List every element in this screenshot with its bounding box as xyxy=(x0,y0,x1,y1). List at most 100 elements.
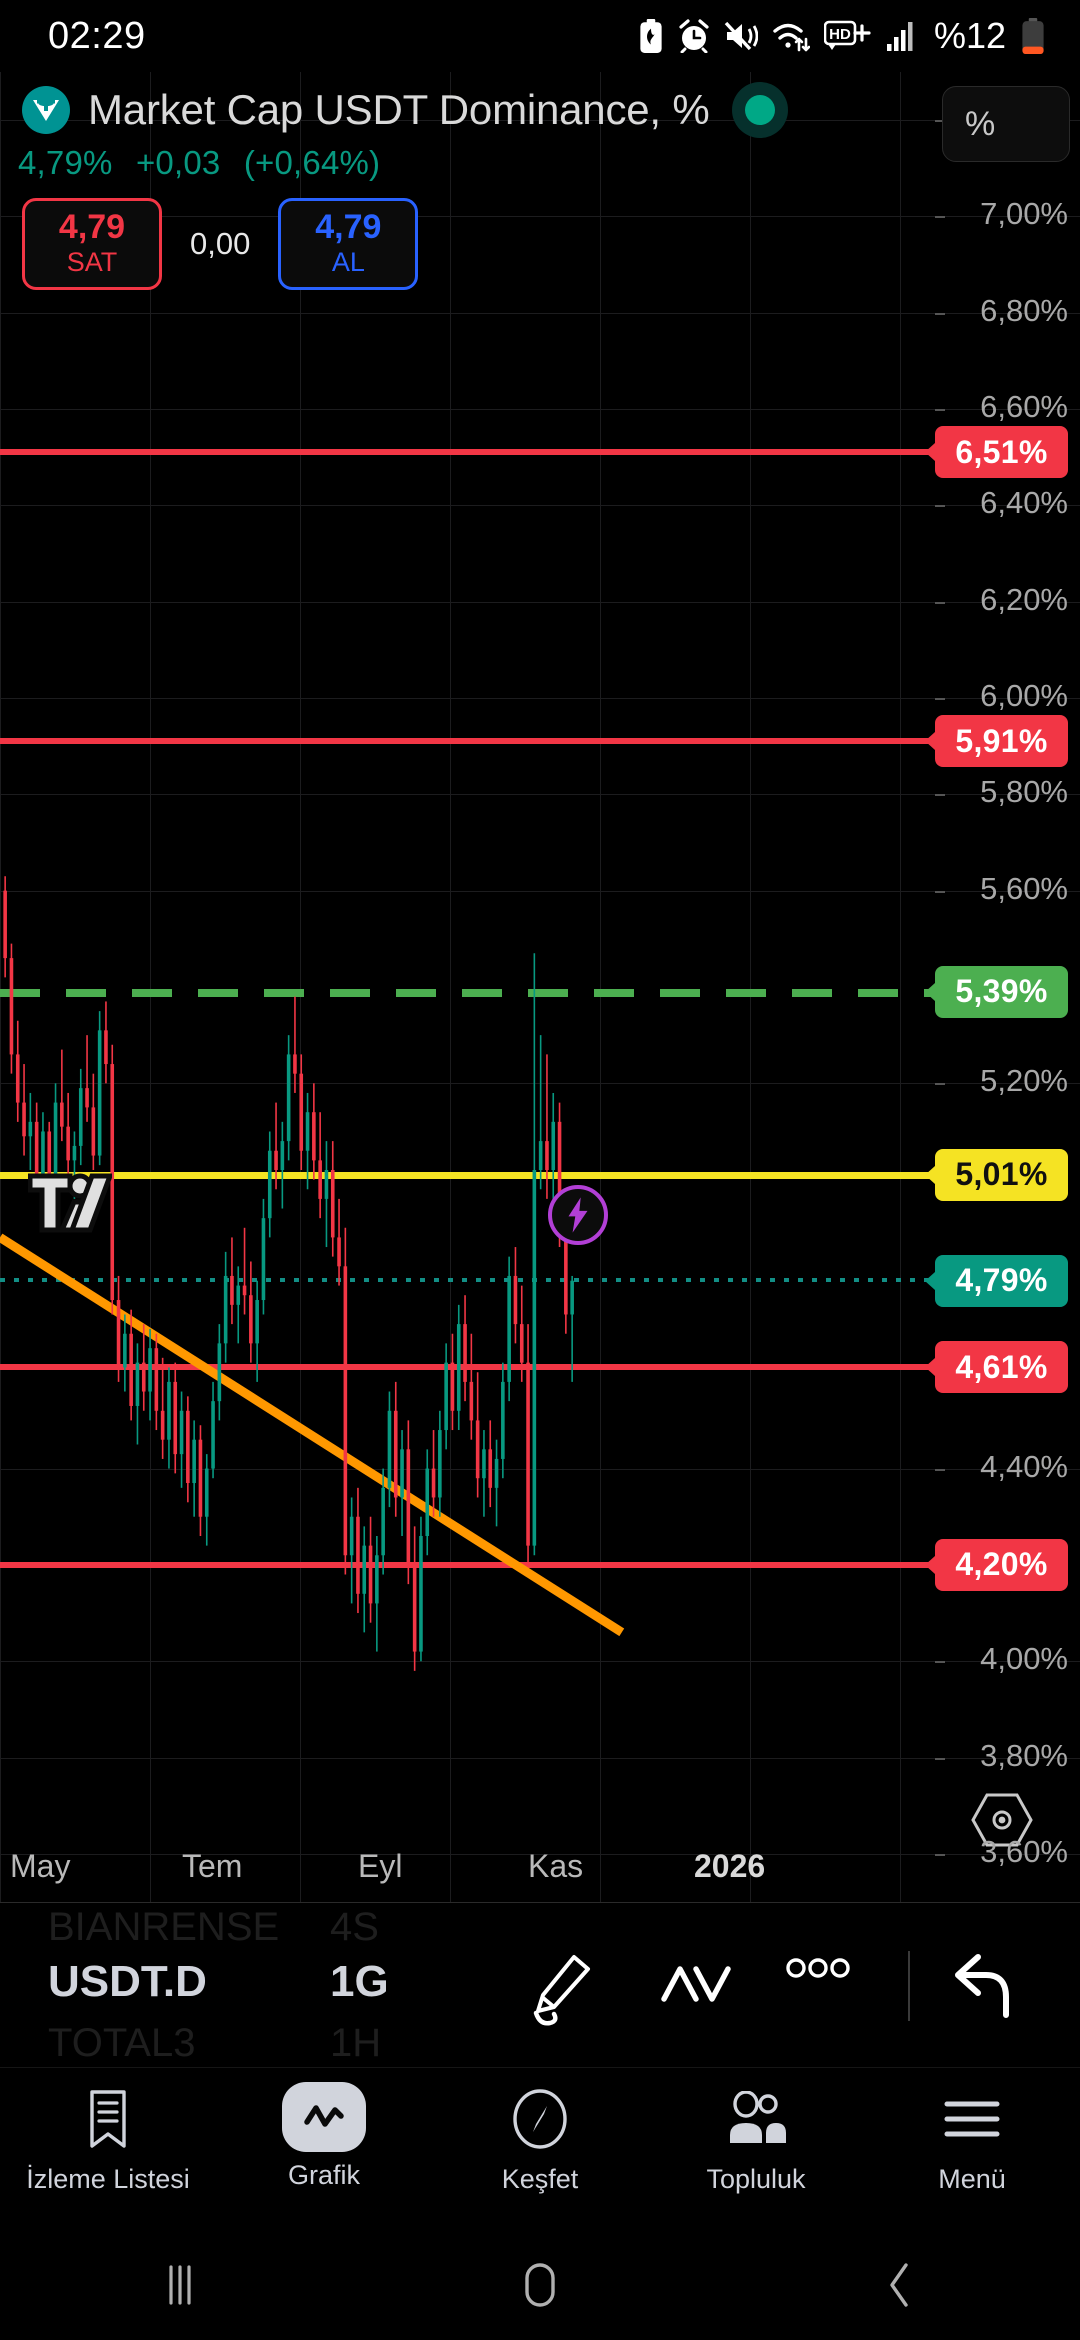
candle-body xyxy=(343,1266,348,1556)
bottom-navigation: İzleme Listesi Grafik Keşfet Topluluk Me… xyxy=(0,2067,1080,2230)
grid-line-horizontal xyxy=(0,1468,1080,1470)
wifi-icon xyxy=(772,20,810,52)
chart-header: Market Cap USDT Dominance, % 4,79% +0,03… xyxy=(0,72,1080,290)
price-level-line[interactable] xyxy=(0,738,935,745)
symbol-picker-next[interactable]: TOTAL3 xyxy=(48,2021,196,2065)
battery-percent-label: %12 xyxy=(933,15,1006,56)
candle-body xyxy=(261,1218,266,1301)
price-level-line[interactable] xyxy=(0,1364,935,1371)
candle-body xyxy=(450,1362,455,1411)
candle-body xyxy=(22,1102,26,1137)
price-level-line[interactable] xyxy=(0,1277,935,1282)
price-level-tag[interactable]: 5,39% xyxy=(925,965,1068,1018)
quote-row: 4,79% +0,03 (+0,64%) xyxy=(0,138,1080,182)
nav-item-menu[interactable]: Menü xyxy=(872,2082,1072,2195)
candle-body xyxy=(160,1410,165,1440)
price-scale[interactable]: 7,20%7,00%6,80%6,60%6,40%6,20%6,00%5,80%… xyxy=(925,72,1080,1902)
candle-body xyxy=(519,1324,524,1363)
candle-body xyxy=(293,1054,297,1074)
candle-body xyxy=(267,1150,272,1219)
crosshair-target-icon[interactable] xyxy=(971,1792,1033,1853)
tether-icon xyxy=(22,86,70,134)
candle-body xyxy=(85,1088,89,1108)
sell-button[interactable]: 4,79 SAT xyxy=(22,198,162,290)
sell-label: SAT xyxy=(66,246,118,277)
timeframe-picker-next[interactable]: 1H xyxy=(330,2021,382,2065)
price-tick-label: 4,00% xyxy=(980,1641,1068,1677)
nav-item-chart[interactable]: Grafik xyxy=(224,2082,424,2191)
candle-body xyxy=(249,1295,253,1344)
price-level-line[interactable] xyxy=(0,449,935,456)
undo-icon[interactable] xyxy=(950,1953,1014,2021)
timeframe-picker-previous[interactable]: 4S xyxy=(330,1905,379,1949)
timeframe-picker-selected[interactable]: 1G xyxy=(330,1957,389,2006)
symbol-row[interactable]: Market Cap USDT Dominance, % xyxy=(0,72,1080,138)
candle-body xyxy=(438,1430,442,1498)
candle-body xyxy=(217,1343,222,1402)
candle-body xyxy=(129,1333,133,1406)
buy-button[interactable]: 4,79 AL xyxy=(278,198,419,290)
price-tick-label: 6,80% xyxy=(980,292,1068,328)
percent-scale-toggle[interactable]: % xyxy=(942,86,1070,162)
price-lines-layer xyxy=(0,72,935,1902)
candle-body xyxy=(494,1458,499,1488)
candle-body xyxy=(349,1516,354,1556)
draw-pencil-icon[interactable] xyxy=(528,1953,596,2029)
candle-body xyxy=(255,1300,259,1344)
candle-body xyxy=(154,1348,159,1411)
time-axis-label: Tem xyxy=(182,1848,243,1884)
candle-body xyxy=(330,1170,335,1238)
home-icon[interactable] xyxy=(450,2230,630,2340)
back-icon[interactable] xyxy=(810,2230,990,2340)
price-level-tag[interactable]: 5,01% xyxy=(925,1148,1068,1201)
candle-body xyxy=(192,1439,196,1484)
recents-icon[interactable] xyxy=(90,2230,270,2340)
price-tick-label: 5,60% xyxy=(980,870,1068,906)
candle-body xyxy=(469,1381,474,1421)
indicators-icon[interactable] xyxy=(660,1953,732,2015)
grid-line-horizontal xyxy=(0,601,1080,603)
grid-line-vertical xyxy=(150,72,151,1902)
spread-value: 0,00 xyxy=(190,226,251,261)
candle-body xyxy=(463,1324,467,1382)
price-level-tag[interactable]: 6,51% xyxy=(925,426,1068,479)
candle-body xyxy=(78,1088,83,1146)
price-level-tag[interactable]: 4,79% xyxy=(925,1254,1068,1307)
candle-body xyxy=(198,1439,203,1517)
candle-body xyxy=(482,1449,486,1479)
price-tick-mark xyxy=(935,1853,945,1856)
price-tick-mark xyxy=(935,1661,945,1664)
chart-canvas[interactable]: Market Cap USDT Dominance, % 4,79% +0,03… xyxy=(0,72,1080,1902)
signal-bars-icon xyxy=(886,20,916,52)
nav-item-community[interactable]: Topluluk xyxy=(656,2082,856,2195)
trendline-drawing[interactable] xyxy=(0,72,935,1902)
tradingview-logo xyxy=(27,1172,114,1239)
candle-body xyxy=(557,1121,562,1228)
candle-body xyxy=(186,1410,190,1484)
price-level-tag[interactable]: 4,20% xyxy=(925,1538,1068,1591)
price-tick-label: 5,80% xyxy=(980,774,1068,810)
price-level-line[interactable] xyxy=(0,1171,935,1179)
grid-line-vertical xyxy=(450,72,451,1902)
candle-body xyxy=(274,1150,278,1170)
price-tick-mark xyxy=(935,794,945,797)
grid-line-vertical xyxy=(0,72,1,1902)
lightning-bolt-icon[interactable] xyxy=(548,1185,608,1245)
more-options-icon[interactable] xyxy=(786,1953,850,1983)
price-level-line[interactable] xyxy=(0,988,935,997)
nav-item-explore[interactable]: Keşfet xyxy=(440,2082,640,2195)
candle-body xyxy=(173,1381,178,1455)
order-buttons-row: 4,79 SAT 0,00 4,79 AL xyxy=(0,182,1080,290)
price-tick-mark xyxy=(935,409,945,412)
hamburger-menu-icon xyxy=(943,2082,1001,2156)
price-tick-mark xyxy=(935,505,945,508)
last-price: 4,79% xyxy=(18,144,113,181)
price-level-tag[interactable]: 4,61% xyxy=(925,1341,1068,1394)
buy-label: AL xyxy=(331,246,365,277)
time-scale[interactable]: May Tem Eyl Kas 2026 xyxy=(0,1848,1080,1902)
symbol-picker-selected[interactable]: USDT.D xyxy=(48,1957,207,2006)
nav-item-watchlist[interactable]: İzleme Listesi xyxy=(8,2082,208,2195)
symbol-picker-previous[interactable]: BIANRENSE xyxy=(48,1905,280,1949)
price-level-tag[interactable]: 5,91% xyxy=(925,715,1068,768)
price-level-line[interactable] xyxy=(0,1561,935,1568)
